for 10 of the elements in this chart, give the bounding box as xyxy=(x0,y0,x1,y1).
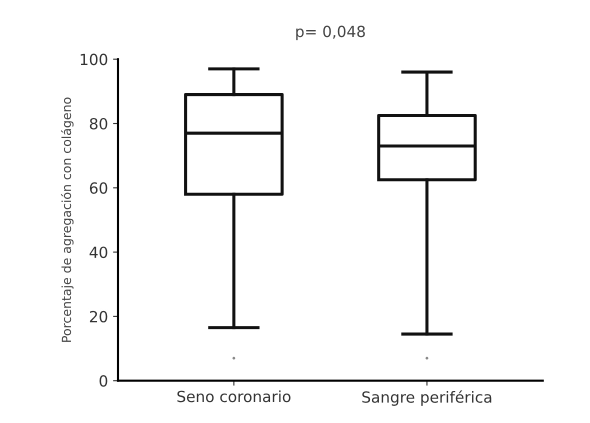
y-tick-label: 0 xyxy=(100,375,108,387)
y-tick-label: 100 xyxy=(80,54,108,66)
y-tick-label: 40 xyxy=(90,246,108,258)
y-tick-label: 80 xyxy=(90,118,108,130)
y-tick-label: 60 xyxy=(90,182,108,194)
y-tick-label: 20 xyxy=(90,310,108,322)
x-tick-label: Seno coronario xyxy=(177,390,290,402)
x-tick-label: Sangre periférica xyxy=(362,390,492,406)
chart-title: p= 0,048 xyxy=(296,26,365,40)
y-axis-title: Porcentaje de agregación con colágeno xyxy=(60,98,74,342)
